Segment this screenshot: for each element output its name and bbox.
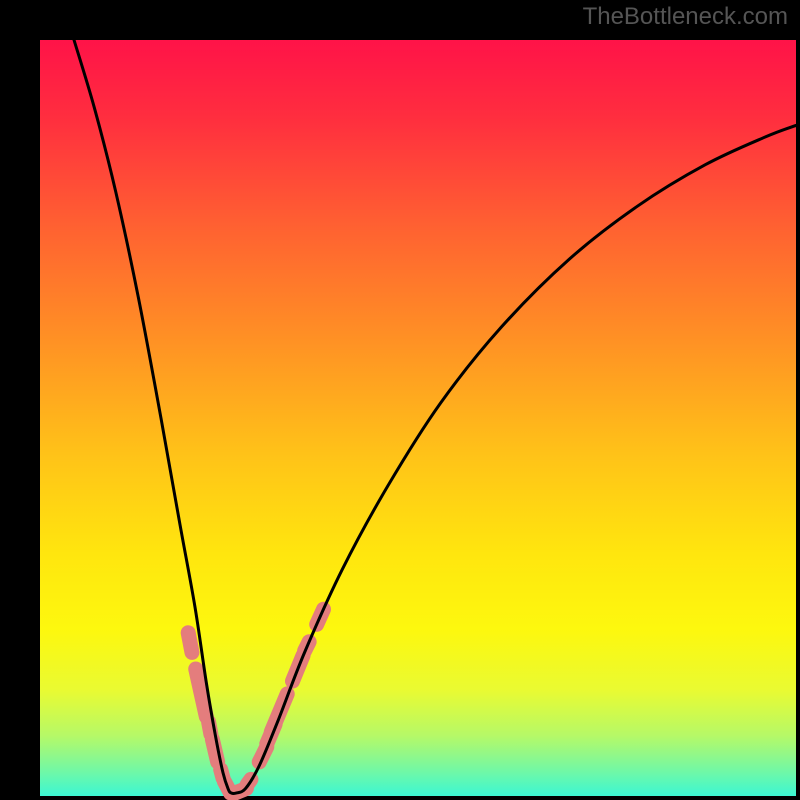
watermark-label: TheBottleneck.com [583, 3, 788, 31]
curve-layer [40, 40, 796, 796]
plot-area [40, 40, 796, 796]
chart-container: TheBottleneck.com [0, 0, 800, 800]
bottleneck-curve [74, 40, 796, 793]
data-marker [188, 633, 192, 653]
